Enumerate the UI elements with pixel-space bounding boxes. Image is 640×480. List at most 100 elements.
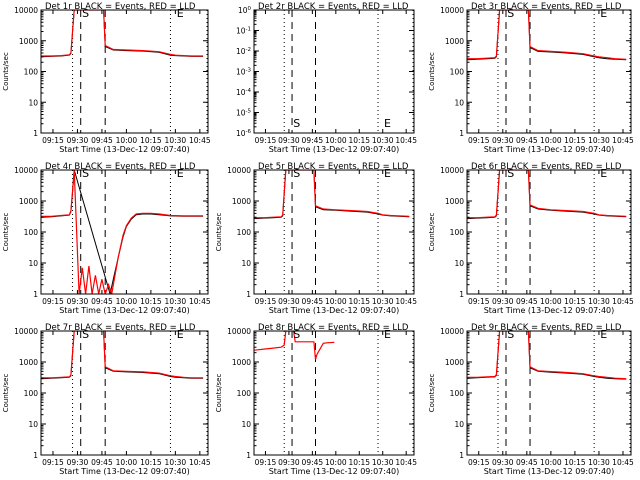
plot-frame [466,169,632,295]
panel-title: Det 7r BLACK = Events, RED = LLD [45,323,196,333]
series-line-lld [41,331,204,379]
y-tick-label: 10 [454,259,464,268]
y-tick-label: 1 [246,290,251,299]
y-tick-label: 1 [33,451,38,460]
panel-title: Det 9r BLACK = Events, RED = LLD [471,323,622,333]
plot-frame [253,9,415,134]
y-tick-label: 10000 [227,166,251,175]
x-tick-label: 09:30 [492,297,514,306]
marker-label: S [293,167,300,180]
y-tick-label: 1000 [445,358,464,367]
x-tick-label: 10:45 [612,136,634,145]
x-tick-label: 09:30 [67,136,89,145]
x-tick-label: 10:00 [540,458,562,467]
marker-label: E [384,117,391,130]
series-group [467,170,627,220]
x-tick-label: 10:15 [140,297,162,306]
x-tick-label: 10:45 [189,136,211,145]
x-tick-label: 10:45 [612,458,634,467]
plot-frame [40,330,209,456]
y-tick-label: 100 [238,6,252,15]
y-tick-label: 100 [450,228,465,237]
y-tick-label: 10000 [440,327,464,336]
series-line-events [41,170,204,294]
y-tick-label: 100 [24,389,39,398]
y-tick-label: 10000 [440,166,464,175]
y-tick-label: 100 [450,389,465,398]
marker-label: S [82,7,89,20]
y-tick-label: 1000 [232,358,251,367]
x-tick-label: 10:30 [372,458,394,467]
x-tick-label: 09:30 [67,297,89,306]
y-axis-label: Counts/sec [215,374,223,413]
x-axis-label: Start Time (13-Dec-12 09:07:40) [59,306,190,315]
x-tick-label: 10:00 [325,136,347,145]
x-axis-label: Start Time (13-Dec-12 09:07:40) [484,145,615,154]
y-tick-label: 1000 [445,37,464,46]
y-tick-label: 1000 [19,358,38,367]
x-tick-label: 09:45 [91,297,113,306]
y-tick-label: 100 [237,389,252,398]
y-tick-label: 10-5 [236,109,252,118]
x-tick-label: 09:30 [278,297,300,306]
marker-label: E [600,7,607,20]
y-tick-label: 10000 [14,327,38,336]
marker-label: E [177,328,184,341]
x-tick-label: 09:15 [42,136,64,145]
y-tick-label: 1000 [19,37,38,46]
panel-title: Det 5r BLACK = Events, RED = LLD [258,162,409,172]
series-line-lld [41,170,204,294]
x-tick-label: 10:45 [189,297,211,306]
plot-frame [466,330,632,456]
x-tick-label: 09:15 [255,458,277,467]
x-tick-label: 10:45 [395,458,417,467]
x-tick-label: 09:45 [516,297,538,306]
y-tick-label: 10-4 [236,88,252,97]
series-group [467,10,627,61]
x-tick-label: 10:15 [140,458,162,467]
x-axis-label: Start Time (13-Dec-12 09:07:40) [484,306,615,315]
x-tick-label: 09:45 [516,458,538,467]
y-tick-label: 10 [454,98,464,107]
y-axis-label: Counts/sec [2,374,10,413]
y-tick-label: 10 [454,420,464,429]
x-tick-label: 10:15 [348,458,370,467]
marker-label: S [507,7,514,20]
plot-frame [466,9,632,134]
y-tick-label: 10 [28,98,38,107]
series-line-lld [467,170,627,219]
y-axis-label: Counts/sec [428,52,436,91]
series-line-lld [41,10,204,57]
x-tick-label: 10:30 [165,297,187,306]
marker-label: E [600,328,607,341]
panel-title: Det 4r BLACK = Events, RED = LLD [45,162,196,172]
x-tick-label: 10:30 [588,297,610,306]
y-tick-label: 1 [33,129,38,138]
x-tick-label: 10:15 [564,297,586,306]
y-axis-label: Counts/sec [428,374,436,413]
series-group [467,331,627,380]
series-group [254,170,410,220]
x-tick-label: 09:15 [468,136,490,145]
x-tick-label: 09:45 [302,458,324,467]
panel-title: Det 2r BLACK = Events, RED = LLD [258,2,409,12]
x-tick-label: 09:45 [302,297,324,306]
x-tick-label: 09:15 [468,458,490,467]
x-tick-label: 10:00 [116,297,138,306]
y-tick-label: 1 [459,451,464,460]
x-axis-label: Start Time (13-Dec-12 09:07:40) [484,467,615,476]
marker-label: E [177,167,184,180]
x-tick-label: 09:45 [91,136,113,145]
x-tick-label: 10:45 [395,297,417,306]
marker-label: E [384,328,391,341]
marker-label: S [82,167,89,180]
x-tick-label: 10:30 [165,458,187,467]
y-tick-label: 100 [450,68,465,77]
x-axis-label: Start Time (13-Dec-12 09:07:40) [59,145,190,154]
x-tick-label: 09:30 [492,136,514,145]
